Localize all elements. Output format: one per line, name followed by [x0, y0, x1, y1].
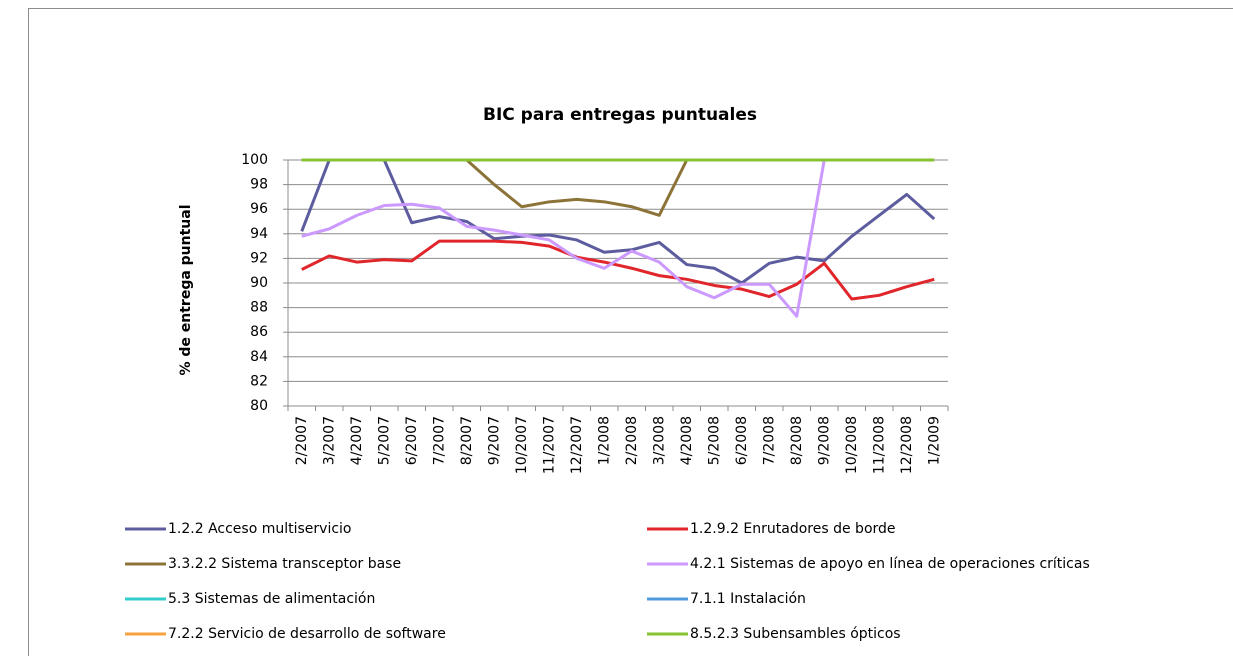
x-tick-label: 8/2008: [789, 416, 805, 465]
y-axis-label: % de entrega puntual: [178, 204, 194, 375]
x-tick-label: 11/2007: [541, 416, 557, 474]
y-tick-label: 90: [250, 275, 268, 291]
legend-label: 4.2.1 Sistemas de apoyo en línea de oper…: [690, 556, 1090, 572]
x-tick-label: 4/2008: [679, 416, 695, 465]
x-tick-label: 10/2007: [514, 416, 530, 474]
y-tick-label: 96: [250, 201, 268, 217]
legend-label: 3.3.2.2 Sistema transceptor base: [168, 556, 401, 572]
legend-label: 7.2.2 Servicio de desarrollo de software: [168, 626, 446, 642]
x-tick-label: 3/2007: [321, 416, 337, 465]
series-line: [300, 158, 936, 285]
y-tick-label: 80: [250, 398, 268, 414]
y-tick-label: 84: [250, 349, 268, 365]
x-tick-label: 5/2007: [376, 416, 392, 465]
x-tick-label: 11/2008: [871, 416, 887, 474]
y-tick-label: 94: [250, 226, 268, 242]
x-tick-label: 6/2008: [734, 416, 750, 465]
x-tick-label: 4/2007: [349, 416, 365, 465]
x-tick-label: 5/2008: [706, 416, 722, 465]
x-tick-label: 10/2008: [844, 416, 860, 474]
y-tick-label: 92: [250, 250, 268, 266]
legend-label: 7.1.1 Instalación: [690, 591, 806, 607]
legend-label: 5.3 Sistemas de alimentación: [168, 591, 375, 607]
y-tick-label: 100: [241, 152, 268, 168]
x-tick-label: 6/2007: [404, 416, 420, 465]
x-tick-label: 2/2008: [624, 416, 640, 465]
x-tick-label: 9/2007: [486, 416, 502, 465]
series-line: [301, 239, 935, 301]
legend-label: 1.2.2 Acceso multiservicio: [168, 521, 352, 537]
x-tick-label: 1/2008: [596, 416, 612, 465]
x-tick-label: 2/2007: [294, 416, 310, 465]
x-tick-label: 12/2008: [899, 416, 915, 474]
legend-label: 1.2.9.2 Enrutadores de borde: [690, 521, 896, 537]
legend-label: 8.5.2.3 Subensambles ópticos: [690, 626, 901, 642]
y-tick-label: 82: [250, 373, 268, 389]
x-tick-label: 7/2007: [431, 416, 447, 465]
x-tick-label: 12/2007: [569, 416, 585, 474]
y-tick-label: 98: [250, 177, 268, 193]
y-tick-label: 86: [250, 324, 268, 340]
x-tick-label: 9/2008: [816, 416, 832, 465]
x-tick-label: 1/2009: [926, 416, 942, 465]
y-tick-label: 88: [250, 300, 268, 316]
x-tick-label: 7/2008: [761, 416, 777, 465]
x-tick-label: 3/2008: [651, 416, 667, 465]
chart-title: BIC para entregas puntuales: [483, 105, 757, 125]
x-tick-label: 8/2007: [459, 416, 475, 465]
